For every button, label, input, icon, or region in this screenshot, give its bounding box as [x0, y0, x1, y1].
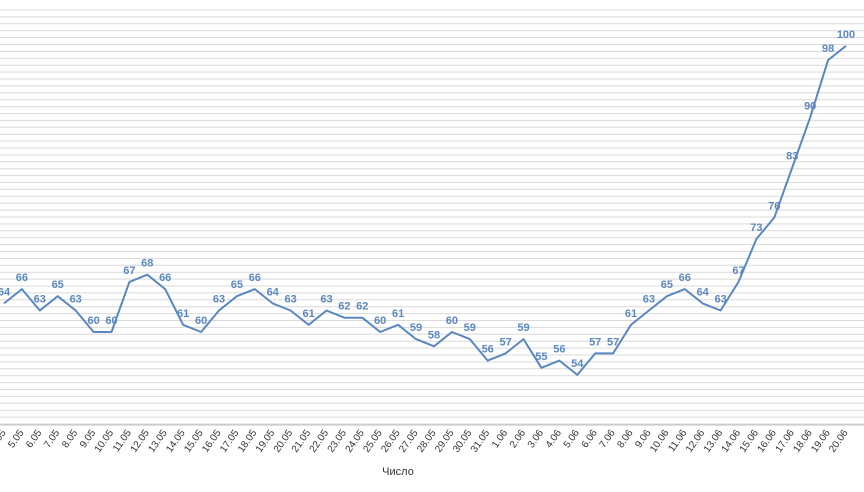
- data-label: 63: [714, 294, 726, 306]
- data-label: 66: [679, 272, 691, 284]
- data-labels: 64 66 63 65 63 60 60 67 68 66 61 60 63 65 66 64 63 61 63 62…: [0, 29, 855, 370]
- data-label: 65: [231, 279, 243, 291]
- data-label: 59: [517, 322, 529, 334]
- data-label: 76: [768, 201, 780, 213]
- data-label: 62: [338, 301, 350, 313]
- data-label: 61: [392, 308, 404, 320]
- data-label: 59: [464, 322, 476, 334]
- series-line: [3, 45, 847, 376]
- data-label: 65: [661, 279, 673, 291]
- data-label: 63: [320, 294, 332, 306]
- data-label: 66: [16, 272, 28, 284]
- data-label: 63: [70, 294, 82, 306]
- x-tick-label: 1.06: [490, 428, 510, 451]
- data-label: 57: [589, 336, 601, 348]
- data-label: 57: [607, 336, 619, 348]
- x-tick-label: 2.06: [508, 428, 528, 451]
- data-label: 60: [105, 315, 117, 327]
- x-tick-label: 10.06: [648, 428, 672, 455]
- data-label: 55: [535, 351, 547, 363]
- data-label: 56: [553, 344, 565, 356]
- data-label: 67: [123, 265, 135, 277]
- data-label: 56: [482, 344, 494, 356]
- data-label: 57: [499, 336, 511, 348]
- data-label: 62: [356, 301, 368, 313]
- data-label: 66: [249, 272, 261, 284]
- x-tick-label: 3.06: [526, 428, 546, 451]
- data-label: 64: [0, 286, 11, 298]
- x-tick-label: 5.06: [562, 428, 582, 451]
- data-label: 63: [284, 294, 296, 306]
- data-label: 54: [571, 358, 584, 370]
- data-label: 63: [643, 294, 655, 306]
- data-label: 100: [837, 29, 855, 41]
- data-label: 98: [822, 43, 834, 55]
- x-tick-labels: 4.055.056.057.058.059.0510.0511.0512.051…: [0, 428, 851, 455]
- x-tick-label: 8.05: [60, 428, 80, 451]
- x-tick-label: 7.06: [598, 428, 618, 451]
- data-label: 60: [87, 315, 99, 327]
- x-axis-title: Число: [382, 466, 414, 478]
- data-label: 67: [732, 265, 744, 277]
- data-label: 90: [804, 100, 816, 112]
- x-tick-label: 20.06: [827, 428, 851, 455]
- data-label: 83: [786, 150, 798, 162]
- x-tick-label: 6.06: [580, 428, 600, 451]
- x-tick-label: 4.06: [544, 428, 564, 451]
- x-tick-label: 31.05: [469, 428, 493, 455]
- data-label: 59: [410, 322, 422, 334]
- data-label: 61: [177, 308, 189, 320]
- data-label: 60: [195, 315, 207, 327]
- data-label: 60: [446, 315, 458, 327]
- data-label: 73: [750, 222, 762, 234]
- data-label: 63: [34, 294, 46, 306]
- data-label: 63: [213, 294, 225, 306]
- data-label: 66: [159, 272, 171, 284]
- x-tick-label: 10.05: [93, 428, 117, 455]
- data-label: 61: [302, 308, 314, 320]
- x-tick-label: 5.05: [6, 428, 26, 451]
- data-label: 65: [52, 279, 64, 291]
- data-label: 60: [374, 315, 386, 327]
- data-label: 58: [428, 329, 440, 341]
- data-label: 61: [625, 308, 637, 320]
- gridlines: [0, 9, 864, 425]
- x-tick-label: 6.05: [24, 428, 44, 451]
- data-label: 68: [141, 258, 153, 270]
- x-tick-label: 7.05: [42, 428, 62, 451]
- x-tick-label: 8.06: [615, 428, 635, 451]
- x-tick-label: 4.05: [0, 428, 9, 451]
- data-label: 64: [267, 286, 280, 298]
- data-label: 64: [697, 286, 710, 298]
